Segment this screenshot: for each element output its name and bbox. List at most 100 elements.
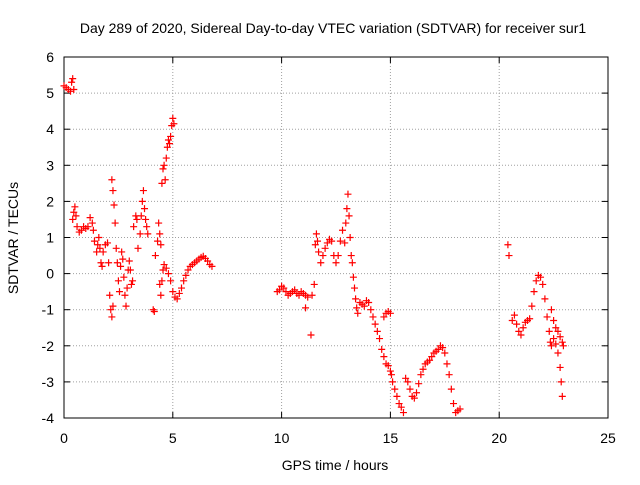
data-point bbox=[558, 338, 566, 346]
y-tick-label: 2 bbox=[46, 193, 54, 209]
data-point bbox=[556, 333, 564, 341]
data-point bbox=[556, 363, 564, 371]
data-point bbox=[86, 214, 94, 222]
data-point bbox=[547, 342, 555, 350]
data-point bbox=[395, 400, 403, 408]
data-point bbox=[443, 360, 451, 368]
data-point bbox=[557, 378, 565, 386]
data-point bbox=[160, 261, 168, 269]
data-point bbox=[161, 176, 169, 184]
y-tick-label: 4 bbox=[46, 121, 54, 137]
data-point bbox=[154, 237, 162, 245]
axes-layer: 0 5 10 15 20 25 -4 -3 -2 -1 0 1 2 3 4 5 6 bbox=[42, 49, 616, 446]
data-point bbox=[118, 248, 126, 256]
data-point bbox=[426, 356, 434, 364]
data-point bbox=[380, 313, 388, 321]
data-point bbox=[108, 313, 116, 321]
data-point bbox=[162, 264, 170, 272]
data-point bbox=[554, 327, 562, 335]
data-point bbox=[138, 197, 146, 205]
data-point bbox=[122, 302, 130, 310]
data-point bbox=[417, 371, 425, 379]
data-point bbox=[312, 230, 320, 238]
data-point bbox=[317, 259, 325, 267]
data-point bbox=[119, 255, 127, 263]
data-point bbox=[323, 239, 331, 247]
data-point bbox=[310, 280, 318, 288]
data-point bbox=[170, 120, 178, 128]
data-point bbox=[163, 143, 171, 151]
data-point bbox=[155, 219, 163, 227]
data-point bbox=[110, 201, 118, 209]
data-point bbox=[391, 385, 399, 393]
data-point bbox=[552, 340, 560, 348]
data-point bbox=[115, 288, 123, 296]
data-point bbox=[109, 302, 117, 310]
data-point bbox=[93, 248, 101, 256]
data-point bbox=[151, 252, 159, 260]
data-point bbox=[120, 273, 128, 281]
data-point bbox=[139, 187, 147, 195]
data-point bbox=[410, 394, 418, 402]
data-point bbox=[95, 234, 103, 241]
data-points bbox=[60, 75, 567, 417]
data-point bbox=[150, 308, 158, 316]
y-tick-label: 3 bbox=[46, 157, 54, 173]
data-point bbox=[72, 212, 80, 220]
data-point bbox=[369, 313, 377, 321]
data-point bbox=[167, 277, 175, 285]
data-point bbox=[404, 378, 412, 386]
data-point bbox=[439, 344, 447, 352]
data-point bbox=[545, 327, 553, 335]
data-point bbox=[552, 324, 560, 332]
data-point bbox=[106, 291, 114, 299]
data-point bbox=[345, 212, 353, 220]
data-point bbox=[158, 179, 166, 187]
data-point bbox=[108, 176, 116, 184]
data-point bbox=[406, 385, 414, 393]
data-point bbox=[342, 219, 350, 227]
data-point bbox=[386, 367, 394, 375]
data-point bbox=[302, 304, 310, 312]
data-point bbox=[360, 302, 368, 310]
data-point bbox=[350, 284, 358, 292]
data-point bbox=[117, 262, 125, 270]
data-point bbox=[428, 353, 436, 361]
data-point bbox=[114, 277, 122, 285]
data-point bbox=[89, 226, 97, 234]
data-point bbox=[387, 371, 395, 379]
data-point bbox=[167, 132, 175, 140]
data-point bbox=[99, 248, 107, 256]
data-point bbox=[143, 223, 151, 231]
data-point bbox=[348, 259, 356, 267]
data-point bbox=[141, 205, 149, 213]
data-point bbox=[373, 327, 381, 335]
data-point bbox=[386, 309, 394, 317]
data-point bbox=[282, 288, 290, 296]
data-point bbox=[84, 223, 92, 231]
data-point bbox=[311, 241, 319, 249]
chart-title: Day 289 of 2020, Sidereal Day-to-day VTE… bbox=[80, 20, 586, 36]
data-point bbox=[129, 277, 137, 285]
data-point bbox=[415, 380, 423, 388]
data-point bbox=[73, 223, 81, 231]
data-point bbox=[68, 78, 76, 86]
data-point bbox=[550, 335, 558, 343]
data-point bbox=[121, 291, 129, 299]
data-point bbox=[517, 331, 525, 339]
data-point bbox=[180, 277, 188, 285]
y-tick-label: -2 bbox=[42, 338, 55, 354]
data-point bbox=[308, 291, 316, 299]
data-point bbox=[515, 327, 523, 335]
data-point bbox=[367, 306, 375, 314]
data-point bbox=[344, 190, 352, 198]
data-point bbox=[90, 237, 98, 245]
data-point bbox=[510, 311, 518, 319]
data-point bbox=[157, 291, 165, 299]
data-point bbox=[173, 295, 181, 303]
data-point bbox=[160, 161, 168, 169]
data-point bbox=[178, 284, 186, 292]
data-point bbox=[530, 288, 538, 296]
